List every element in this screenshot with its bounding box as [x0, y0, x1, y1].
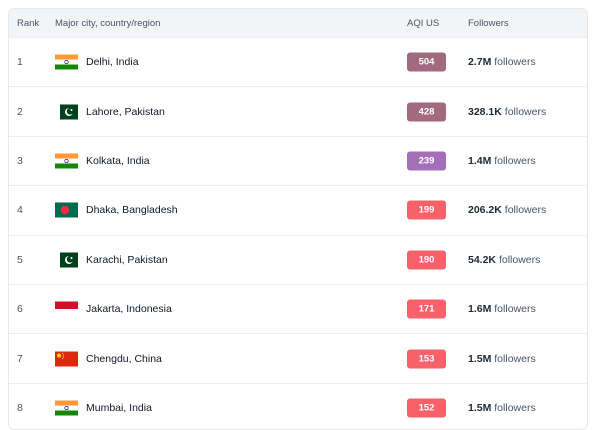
followers-value: 206.2K	[468, 204, 502, 217]
pakistan-flag-icon	[55, 252, 78, 268]
followers-suffix: followers	[504, 105, 547, 118]
india-flag-icon	[55, 153, 78, 169]
bangladesh-flag-icon	[55, 202, 78, 218]
table-row[interactable]: 8 Mumbai, India 152 1.5M followers	[9, 382, 587, 429]
city-link[interactable]: Jakarta, Indonesia	[86, 303, 172, 316]
table-row[interactable]: 5 Karachi, Pakistan 190 54.2K followers	[9, 234, 587, 284]
city-link[interactable]: Lahore, Pakistan	[86, 105, 165, 118]
city-link[interactable]: Karachi, Pakistan	[86, 253, 168, 266]
rank: 1	[17, 56, 23, 69]
followers-value: 1.5M	[468, 352, 492, 365]
aqi-badge: 190	[407, 250, 446, 270]
rank: 8	[17, 401, 23, 414]
followers-count: 1.5M followers	[468, 353, 536, 365]
indonesia-flag-icon	[55, 301, 78, 317]
india-flag-icon	[55, 54, 78, 70]
followers-value: 1.5M	[468, 401, 492, 414]
followers-count: 1.5M followers	[468, 402, 536, 414]
aqi-badge: 153	[407, 349, 446, 369]
followers-suffix: followers	[494, 401, 536, 414]
followers-count: 54.2K followers	[468, 254, 540, 266]
china-flag-icon	[55, 351, 78, 367]
header-rank[interactable]: Rank	[17, 18, 40, 29]
city-link[interactable]: Mumbai, India	[86, 401, 152, 414]
followers-count: 2.7M followers	[468, 56, 536, 68]
header-city[interactable]: Major city, country/region	[55, 18, 161, 29]
aqi-badge: 239	[407, 151, 446, 171]
header-aqi[interactable]: AQI US	[407, 18, 440, 29]
city-link[interactable]: Delhi, India	[86, 56, 139, 69]
rank: 6	[17, 303, 23, 316]
table-header: Rank Major city, country/region AQI US F…	[9, 9, 587, 37]
city-link[interactable]: Kolkata, India	[86, 154, 150, 167]
header-followers[interactable]: Followers	[468, 18, 509, 29]
rank: 5	[17, 253, 23, 266]
followers-suffix: followers	[494, 56, 536, 69]
followers-count: 1.4M followers	[468, 155, 536, 167]
aqi-badge: 504	[407, 52, 446, 72]
aqi-badge: 428	[407, 102, 446, 122]
followers-suffix: followers	[494, 352, 536, 365]
followers-value: 328.1K	[468, 105, 502, 118]
table-row[interactable]: 1 Delhi, India 504 2.7M followers	[9, 37, 587, 86]
followers-value: 2.7M	[468, 56, 492, 69]
rank: 2	[17, 105, 23, 118]
followers-value: 54.2K	[468, 253, 497, 266]
followers-value: 1.6M	[468, 303, 492, 316]
table-row[interactable]: 4 Dhaka, Bangladesh 199 206.2K followers	[9, 185, 587, 234]
followers-suffix: followers	[494, 303, 536, 316]
table-row[interactable]: 7 Chengdu, China 153 1.5M followers	[9, 333, 587, 382]
table-row[interactable]: 6 Jakarta, Indonesia 171 1.6M followers	[9, 283, 587, 333]
aqi-badge: 171	[407, 299, 446, 319]
city-link[interactable]: Dhaka, Bangladesh	[86, 204, 178, 217]
rank: 7	[17, 352, 23, 365]
followers-suffix: followers	[494, 154, 536, 167]
table-row[interactable]: 2 Lahore, Pakistan 428 328.1K followers	[9, 86, 587, 135]
rank: 4	[17, 204, 23, 217]
city-ranking-table: Rank Major city, country/region AQI US F…	[8, 8, 588, 430]
pakistan-flag-icon	[55, 104, 78, 120]
followers-count: 1.6M followers	[468, 303, 536, 315]
city-link[interactable]: Chengdu, China	[86, 352, 162, 365]
followers-value: 1.4M	[468, 154, 492, 167]
followers-count: 328.1K followers	[468, 106, 546, 118]
aqi-badge: 152	[407, 398, 446, 418]
aqi-badge: 199	[407, 200, 446, 220]
table-row[interactable]: 3 Kolkata, India 239 1.4M followers	[9, 135, 587, 185]
rank: 3	[17, 154, 23, 167]
followers-suffix: followers	[498, 253, 541, 266]
india-flag-icon	[55, 400, 78, 416]
followers-suffix: followers	[504, 204, 547, 217]
followers-count: 206.2K followers	[468, 204, 546, 216]
